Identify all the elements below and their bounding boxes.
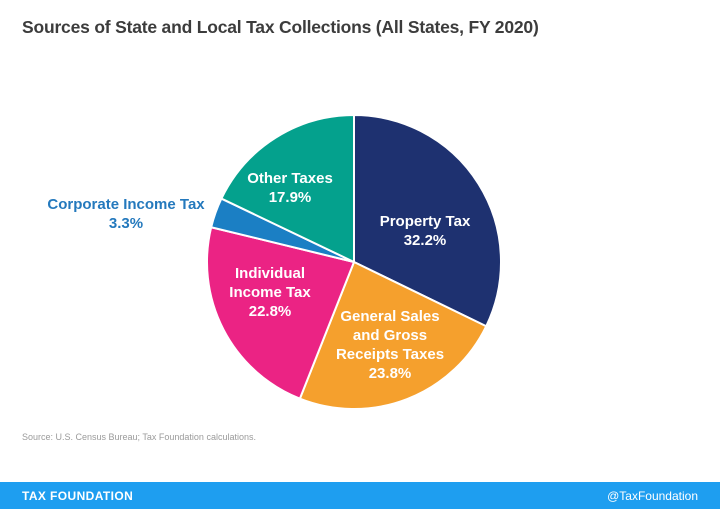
twitter-handle: @TaxFoundation (607, 488, 698, 503)
pie-slice-individual-income-tax (206, 226, 355, 400)
pie-chart (206, 114, 502, 410)
source-note: Source: U.S. Census Bureau; Tax Foundati… (22, 432, 256, 442)
pie-slice-general-sales-and-gross-receipts-taxes (298, 261, 488, 410)
pie-slice-property-tax (353, 114, 502, 328)
footer-bar: TAX FOUNDATION @TaxFoundation (0, 482, 720, 509)
pie-slice-other-taxes (220, 114, 355, 263)
footer-brand: TAX FOUNDATION (22, 488, 134, 503)
chart-title: Sources of State and Local Tax Collectio… (22, 17, 539, 37)
